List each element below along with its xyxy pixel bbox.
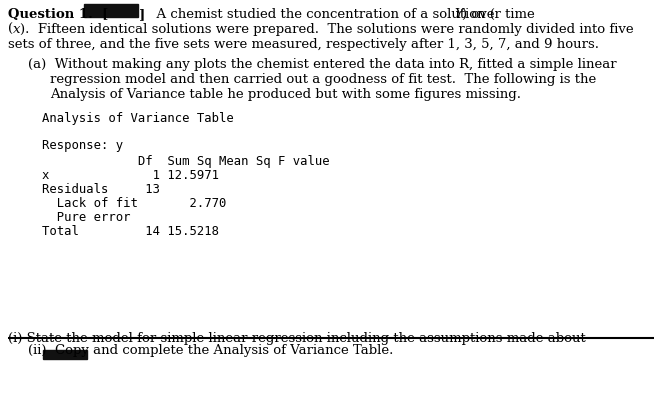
Text: Y: Y [454, 8, 463, 21]
Text: (i) State the model for simple linear regression including the assumptions made : (i) State the model for simple linear re… [8, 331, 586, 344]
Text: Response: y: Response: y [42, 139, 123, 152]
Text: Df  Sum Sq Mean Sq F value: Df Sum Sq Mean Sq F value [42, 155, 330, 168]
Bar [43, 350, 87, 359]
Text: x              1 12.5971: x 1 12.5971 [42, 169, 219, 182]
Text: (a)  Without making any plots the chemist entered the data into R, fitted a simp: (a) Without making any plots the chemist… [28, 58, 616, 71]
Text: (ii)  Copy and complete the Analysis of Variance Table.: (ii) Copy and complete the Analysis of V… [28, 343, 393, 356]
Text: Total         14 15.5218: Total 14 15.5218 [42, 225, 219, 237]
Text: Analysis of Variance table he produced but with some figures missing.: Analysis of Variance table he produced b… [50, 88, 521, 101]
Text: ).  Fifteen identical solutions were prepared.  The solutions were randomly divi: ). Fifteen identical solutions were prep… [20, 23, 634, 36]
Text: sets of three, and the five sets were measured, respectively after 1, 3, 5, 7, a: sets of three, and the five sets were me… [8, 38, 599, 51]
Text: A chemist studied the concentration of a solution (: A chemist studied the concentration of a… [148, 8, 495, 21]
Text: ]: ] [139, 8, 145, 21]
Text: Question 1.  [: Question 1. [ [8, 8, 109, 21]
Bar [84, 5, 138, 18]
Text: Analysis of Variance Table: Analysis of Variance Table [42, 112, 234, 125]
Text: (: ( [8, 23, 13, 36]
Text: ) over time: ) over time [462, 8, 535, 21]
Text: regression model and then carried out a goodness of fit test.  The following is : regression model and then carried out a … [50, 73, 596, 86]
Text: Pure error: Pure error [42, 211, 130, 223]
Text: Residuals     13: Residuals 13 [42, 182, 160, 196]
Text: x: x [13, 23, 21, 36]
Text: Lack of fit       2.770: Lack of fit 2.770 [42, 196, 226, 209]
